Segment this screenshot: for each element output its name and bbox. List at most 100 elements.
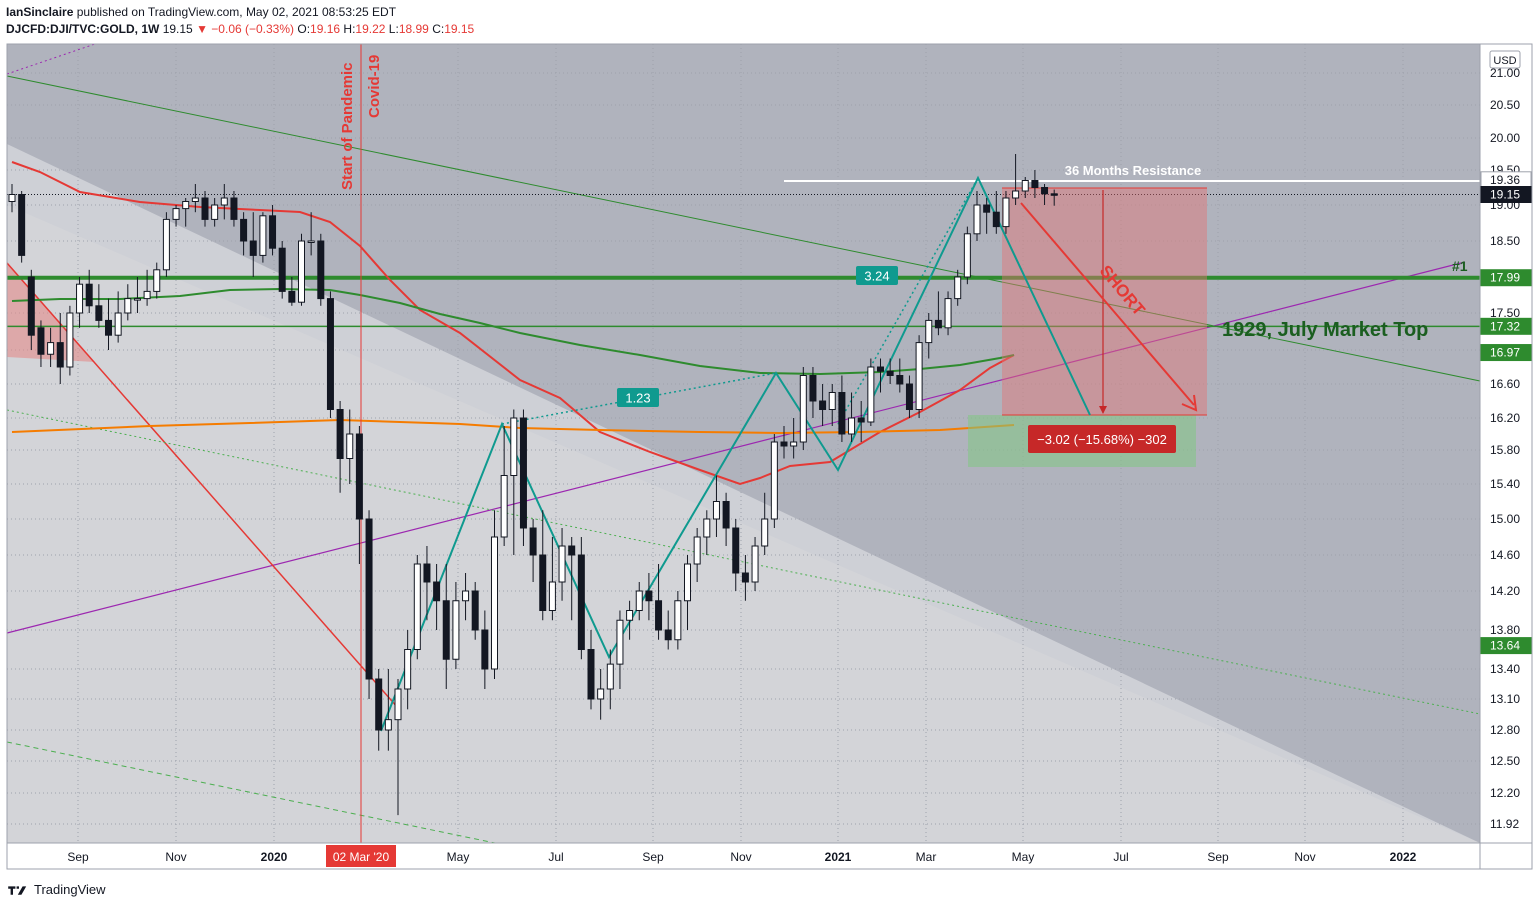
candle	[925, 319, 933, 344]
y-tick-label: 15.00	[1490, 512, 1520, 526]
candle	[1012, 190, 1020, 199]
candle	[877, 366, 884, 372]
candle	[298, 240, 305, 303]
candle	[1031, 180, 1039, 188]
down-arrow-icon: ▼	[196, 22, 208, 36]
candle	[105, 319, 112, 336]
x-tick-label: Sep	[67, 850, 89, 864]
candle	[259, 215, 267, 256]
candle	[240, 218, 248, 242]
green-dotted-line	[6, 409, 1481, 715]
candle	[37, 327, 45, 355]
candle	[703, 518, 711, 538]
candle	[896, 375, 904, 385]
candle	[606, 663, 614, 690]
y-tick-label: 20.50	[1490, 98, 1520, 112]
close-label: C:	[432, 22, 445, 36]
candle	[587, 649, 595, 700]
candle	[635, 590, 643, 611]
ratio-label-1: 1.23	[625, 391, 650, 406]
candle	[809, 375, 817, 402]
measure-label: −3.02 (−15.68%) −302	[1037, 432, 1167, 447]
candle	[211, 204, 219, 220]
candle	[452, 600, 460, 660]
candle	[404, 649, 412, 690]
candle	[288, 290, 296, 303]
candle	[799, 375, 807, 443]
x-highlight-label: 02 Mar '20	[333, 850, 390, 864]
candle	[741, 572, 749, 583]
author-name[interactable]: IanSinclaire	[6, 5, 74, 19]
ratio-dotted-2	[837, 177, 979, 425]
marker-label: #1	[1452, 258, 1468, 274]
y-tick-label: 18.50	[1490, 234, 1520, 248]
candle	[230, 197, 238, 220]
resistance-label: 36 Months Resistance	[1065, 163, 1202, 178]
candle	[346, 433, 354, 459]
candle	[27, 276, 35, 336]
candle	[867, 366, 875, 423]
ratio-dotted-1	[501, 372, 777, 425]
price-change: −0.06 (−0.33%)	[211, 22, 295, 36]
descending-trendline	[6, 75, 1481, 382]
pandemic-label: Start of Pandemic	[339, 62, 356, 190]
candle	[162, 218, 170, 271]
candle	[56, 342, 64, 368]
x-tick-label: Nov	[1294, 850, 1315, 864]
candle	[95, 305, 103, 321]
candle	[770, 441, 778, 520]
x-tick-label: Jul	[1113, 850, 1128, 864]
symbol-name[interactable]: DJCFD:DJI/TVC:GOLD, 1W	[6, 22, 160, 36]
candle	[751, 545, 759, 583]
low-label: L:	[388, 22, 399, 36]
y-tick-label: 13.10	[1490, 692, 1520, 706]
y-tick-label: 16.60	[1490, 377, 1520, 391]
y-tick-label: 14.60	[1490, 548, 1520, 562]
ma-red	[11, 161, 1015, 486]
candle	[249, 240, 257, 256]
x-tick-label: May	[1012, 850, 1035, 864]
candle	[85, 283, 93, 307]
candle	[529, 527, 537, 556]
candle	[278, 247, 286, 292]
candle	[664, 629, 672, 641]
green-dashed-line	[6, 741, 496, 844]
candle	[828, 392, 836, 410]
currency-label: USD	[1493, 55, 1516, 67]
candle	[780, 441, 788, 447]
x-tick-label: Jul	[548, 850, 563, 864]
candle	[317, 240, 325, 300]
price-tag: 19.15	[1490, 188, 1520, 202]
candle	[761, 518, 769, 547]
candle	[375, 678, 383, 731]
candle	[568, 545, 576, 556]
currency-box	[1489, 50, 1521, 69]
candle	[712, 501, 720, 520]
x-tick-label: Sep	[642, 850, 664, 864]
published-text: published on TradingView.com, May 02, 20…	[76, 5, 397, 19]
candle	[269, 215, 277, 249]
y-tick-label: 21.00	[1490, 66, 1520, 80]
candle	[838, 392, 846, 435]
candle	[413, 563, 421, 650]
price-tag: 13.64	[1490, 639, 1520, 653]
candle	[76, 283, 84, 314]
ratio-label-2: 3.24	[864, 269, 889, 284]
y-tick-label: 12.20	[1490, 786, 1520, 800]
price-tag: 17.99	[1490, 271, 1520, 285]
ratio-label-2-bg	[856, 266, 898, 285]
x-tick-label: Nov	[165, 850, 186, 864]
candle	[394, 688, 402, 721]
candle	[1041, 187, 1049, 195]
candle	[510, 417, 518, 476]
candle	[693, 536, 701, 565]
tradingview-brand[interactable]: TradingView	[8, 882, 106, 897]
market-top-label: 1929, July Market Top	[1222, 319, 1428, 341]
candles-group	[8, 154, 1058, 816]
purple-dotted-line	[6, 43, 96, 75]
candle	[355, 433, 363, 520]
candle	[133, 298, 141, 301]
measure-arrow-icon	[1099, 406, 1107, 414]
candle	[462, 590, 470, 602]
